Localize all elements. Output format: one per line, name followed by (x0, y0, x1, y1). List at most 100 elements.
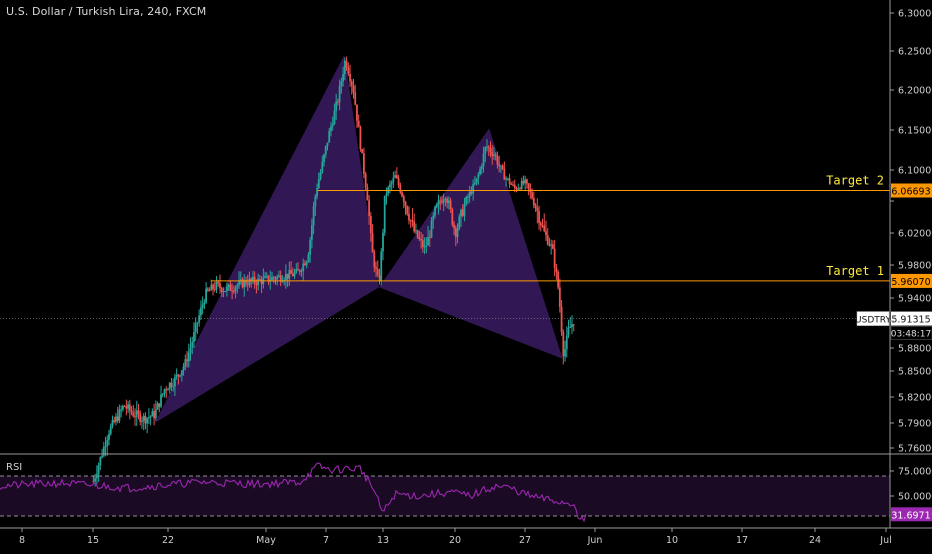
symbol-label: USDTRY (855, 316, 891, 326)
price-tick-label: 6.25000 (898, 47, 932, 58)
last-price-label: 5.91315 (891, 315, 930, 326)
candle-body (212, 284, 214, 289)
candle-body (307, 254, 310, 262)
candle-body (390, 182, 393, 185)
candle-body (274, 278, 277, 280)
candle-body (498, 164, 501, 166)
candle-body (392, 177, 395, 183)
candle-body (250, 278, 253, 281)
rsi-band (0, 476, 890, 516)
last-price-tag (891, 311, 932, 326)
candle-body (470, 191, 473, 194)
price-tick-label: 6.02000 (898, 229, 932, 240)
candle-body (92, 481, 95, 483)
time-tick-label: 17 (736, 535, 748, 546)
time-tick-label: May (256, 535, 276, 546)
candle-body (479, 168, 481, 175)
candle-body (501, 165, 504, 170)
candle-body (482, 153, 485, 167)
candle-body (505, 178, 507, 180)
candle-body (276, 276, 279, 280)
time-tick-label: 22 (162, 535, 174, 546)
candle-body (200, 307, 202, 316)
candle-body (477, 174, 480, 179)
candle-body (134, 416, 136, 418)
candle-body (180, 370, 183, 376)
candle-body (316, 188, 318, 197)
price-tick-label: 6.10000 (898, 166, 932, 177)
candle-body (132, 412, 135, 417)
candle-body (305, 261, 308, 266)
candle-body (486, 146, 488, 148)
candle-body (326, 142, 329, 147)
candle-body (198, 315, 201, 323)
candle-body (357, 120, 360, 128)
candle-body (149, 416, 152, 418)
candle-body (406, 206, 409, 214)
candle-body (146, 418, 149, 424)
candle-body (558, 287, 561, 307)
candle-body (295, 269, 298, 273)
candle-body (449, 200, 452, 210)
candle-body (444, 198, 447, 200)
candle-body (168, 382, 171, 390)
candle-body (187, 352, 190, 362)
candle-body (418, 237, 421, 240)
candle-body (447, 200, 450, 203)
candle-body (451, 209, 454, 225)
candle-body (241, 279, 244, 288)
candle-body (522, 180, 525, 184)
candle-body (394, 175, 397, 178)
symbol-tag (856, 311, 890, 326)
candle-body (293, 272, 296, 277)
candle-body (319, 172, 322, 179)
candle-body (286, 273, 289, 279)
candle-body (352, 85, 355, 93)
time-tick-label: 27 (519, 535, 531, 546)
candle-body (227, 284, 230, 287)
candle-body (210, 284, 213, 291)
candle-body (111, 420, 114, 427)
candle-body (499, 165, 502, 167)
candle-body (141, 420, 143, 422)
candle-body (340, 81, 343, 87)
candle-body (538, 211, 540, 223)
candle-body (389, 184, 391, 188)
candle-body (265, 275, 268, 277)
candle-body (267, 275, 270, 282)
candle-body (475, 178, 478, 183)
countdown-label: 03:48:17 (891, 330, 931, 340)
candle-body (432, 215, 435, 221)
candle-body (186, 359, 188, 362)
candle-body (290, 269, 292, 274)
candle-body (278, 275, 280, 277)
candle-body (170, 382, 173, 387)
candle-body (369, 215, 372, 234)
candle-body (421, 240, 424, 248)
candle-body (121, 405, 124, 410)
candle-body (430, 220, 433, 238)
time-tick-label: 20 (449, 535, 461, 546)
price-tick-label: 5.94000 (898, 294, 932, 305)
price-tick-label: 5.88000 (898, 344, 932, 355)
candle-body (463, 203, 466, 216)
candle-body (484, 147, 487, 154)
candle-body (94, 478, 97, 482)
candle-body (226, 286, 228, 292)
candle-body (115, 416, 117, 422)
candle-body (257, 278, 260, 286)
candle-body (446, 198, 449, 203)
candle-body (279, 275, 282, 282)
level-label-1: Target 2 (826, 174, 884, 188)
candle-body (137, 410, 140, 414)
price-tick-label: 5.85000 (898, 367, 932, 378)
candle-body (512, 184, 514, 186)
candle-body (368, 200, 371, 216)
candle-body (236, 285, 239, 288)
candle-body (172, 386, 175, 388)
candle-body (508, 178, 511, 184)
candle-body (513, 184, 516, 189)
candle-body (264, 276, 266, 278)
